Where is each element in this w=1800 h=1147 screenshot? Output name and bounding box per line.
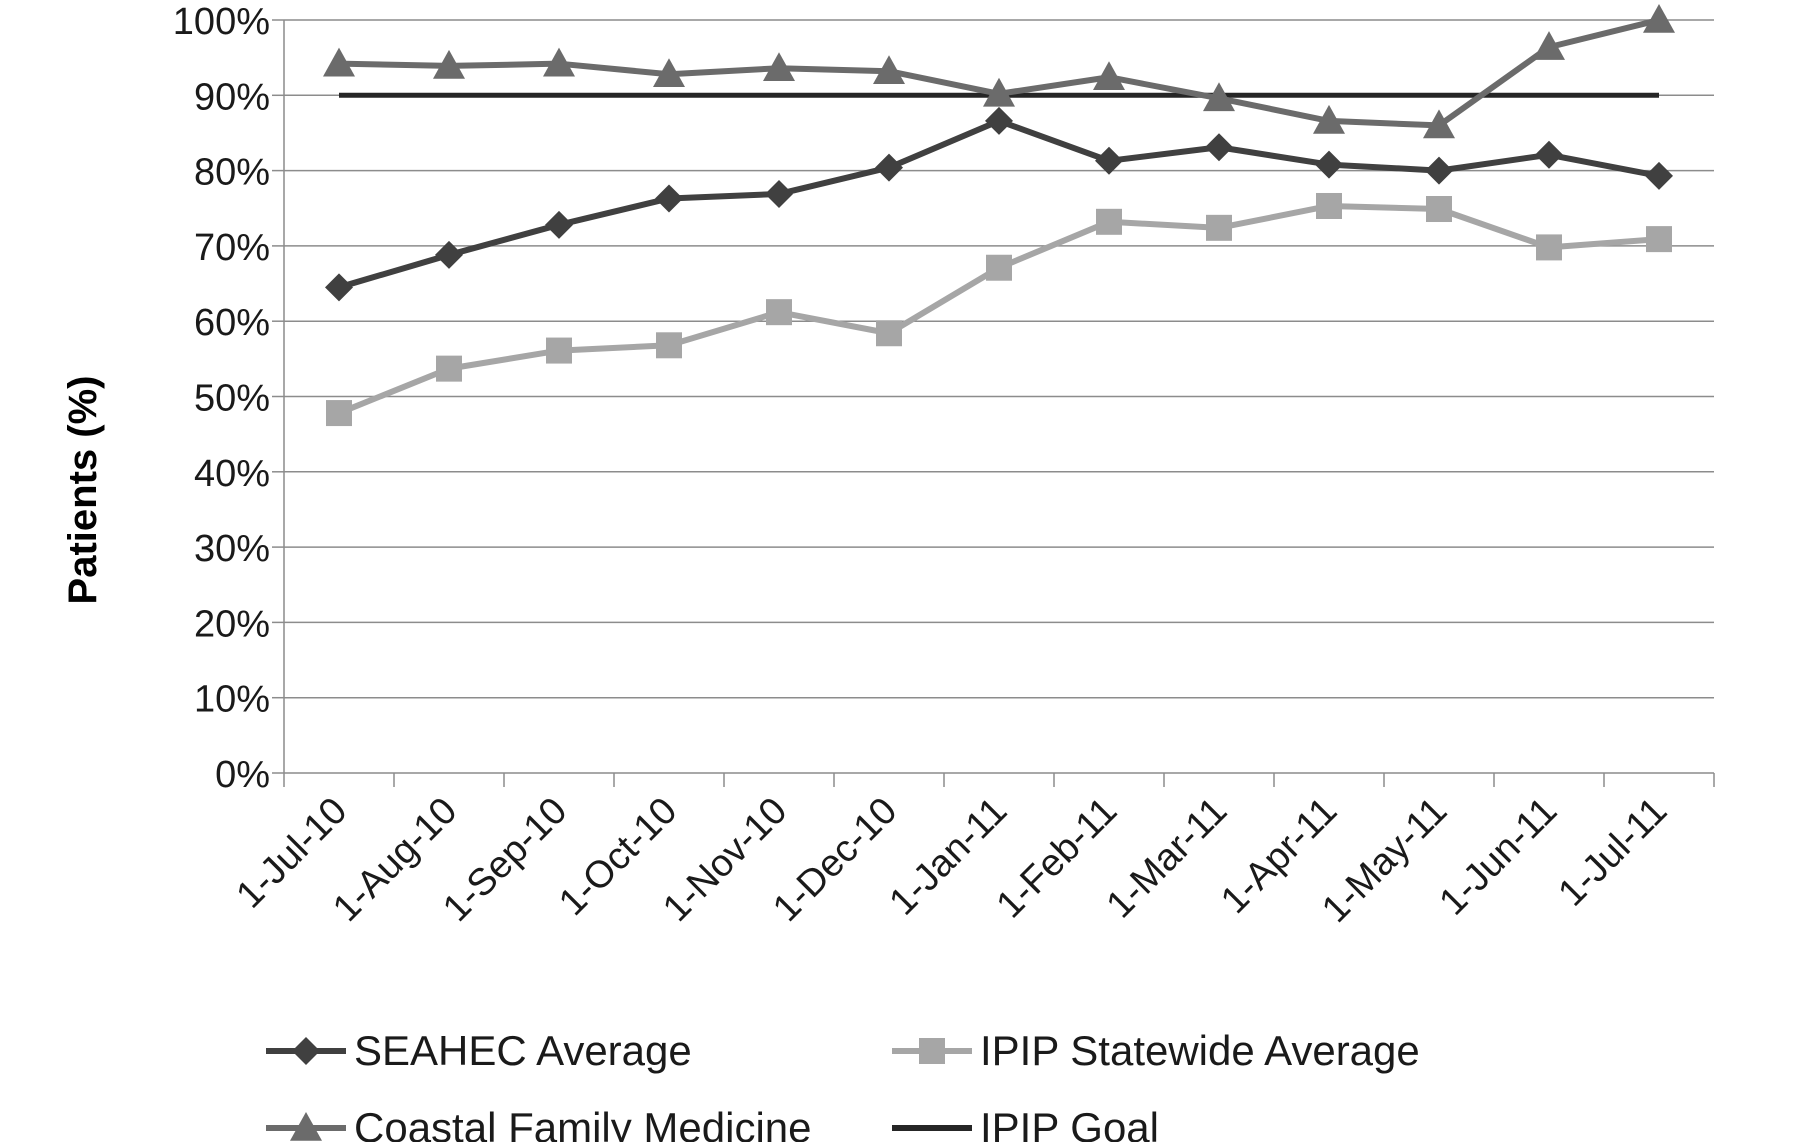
- axes: [272, 19, 1715, 787]
- legend-item-seahec-average: SEAHEC Average: [266, 1027, 692, 1074]
- point-coastal-family-medicine: [323, 47, 355, 77]
- point-ipip-statewide-average: [1536, 234, 1562, 261]
- point-seahec-average: [1425, 156, 1453, 185]
- point-coastal-family-medicine: [763, 52, 795, 81]
- point-seahec-average: [325, 273, 353, 302]
- point-ipip-statewide-average: [1646, 226, 1672, 253]
- point-seahec-average: [1535, 140, 1563, 169]
- series-markers: [323, 4, 1675, 427]
- x-tick-label: 1-Jun-11: [1432, 790, 1566, 924]
- legend-item-ipip-goal: IPIP Goal: [892, 1104, 1159, 1147]
- point-seahec-average: [985, 106, 1013, 135]
- point-ipip-statewide-average: [326, 400, 352, 427]
- y-tick-label: 40%: [194, 453, 270, 495]
- point-seahec-average: [1645, 161, 1673, 190]
- y-tick-label: 80%: [194, 152, 270, 194]
- legend-label: IPIP Goal: [980, 1104, 1159, 1142]
- point-seahec-average: [435, 240, 463, 269]
- point-seahec-average: [1205, 133, 1233, 162]
- point-coastal-family-medicine: [433, 49, 465, 79]
- point-seahec-average: [1095, 146, 1123, 175]
- point-ipip-statewide-average: [546, 337, 572, 364]
- point-coastal-family-medicine: [1423, 109, 1455, 139]
- point-coastal-family-medicine: [1533, 31, 1565, 60]
- point-coastal-family-medicine: [653, 58, 685, 88]
- legend-label: Coastal Family Medicine: [354, 1104, 812, 1142]
- point-coastal-family-medicine: [1643, 4, 1675, 33]
- legend-item-coastal-family-medicine: Coastal Family Medicine: [266, 1104, 812, 1147]
- x-tick-label: 1-Jul-11: [1551, 790, 1676, 915]
- y-tick-label: 50%: [194, 378, 270, 420]
- point-ipip-statewide-average: [1096, 208, 1122, 235]
- y-tick-label: 30%: [194, 528, 270, 570]
- point-coastal-family-medicine: [983, 77, 1015, 107]
- point-ipip-statewide-average: [1206, 214, 1232, 241]
- y-tick-label: 0%: [215, 754, 270, 796]
- point-seahec-average: [765, 179, 793, 208]
- legend-item-ipip-statewide-average: IPIP Statewide Average: [892, 1027, 1420, 1074]
- point-ipip-statewide-average: [1426, 196, 1452, 223]
- point-seahec-average: [1315, 150, 1343, 179]
- series-line-ipip-statewide-average: [337, 202, 1660, 416]
- y-tick-label: 70%: [194, 227, 270, 269]
- legend: SEAHEC Average IPIP Statewide Average Coas…: [266, 1027, 1420, 1147]
- point-coastal-family-medicine: [1313, 104, 1345, 134]
- point-coastal-family-medicine: [1093, 61, 1125, 91]
- y-tick-label: 100%: [173, 1, 270, 43]
- point-coastal-family-medicine: [873, 55, 905, 85]
- legend-label: IPIP Statewide Average: [980, 1027, 1420, 1074]
- x-tick-label: 1-Feb-11: [989, 790, 1126, 927]
- point-ipip-statewide-average: [986, 254, 1012, 281]
- point-seahec-average: [655, 184, 683, 213]
- point-ipip-statewide-average: [876, 320, 902, 347]
- point-seahec-average: [875, 153, 903, 182]
- legend-swatch-marker: [919, 1038, 945, 1064]
- legend-swatch-marker: [292, 1037, 320, 1065]
- point-coastal-family-medicine: [1203, 82, 1235, 112]
- y-tick-label: 10%: [194, 679, 270, 721]
- point-ipip-statewide-average: [766, 299, 792, 326]
- point-seahec-average: [545, 210, 573, 239]
- legend-label: SEAHEC Average: [354, 1027, 692, 1074]
- y-tick-label: 90%: [194, 76, 270, 118]
- y-tick-label: 20%: [194, 603, 270, 645]
- legend-swatch-marker: [290, 1112, 322, 1141]
- y-axis-label: Patients (%): [61, 376, 105, 605]
- point-ipip-statewide-average: [436, 355, 462, 382]
- point-ipip-statewide-average: [656, 332, 682, 359]
- point-coastal-family-medicine: [543, 47, 575, 77]
- tick-labels: 0% 10% 20% 30% 40% 50% 60% 70% 80% 90% 100% 1-Jul-1…: [173, 1, 1676, 931]
- point-ipip-statewide-average: [1316, 192, 1342, 219]
- x-tick-label: 1-Mar-11: [1099, 790, 1236, 927]
- y-tick-label: 60%: [194, 302, 270, 344]
